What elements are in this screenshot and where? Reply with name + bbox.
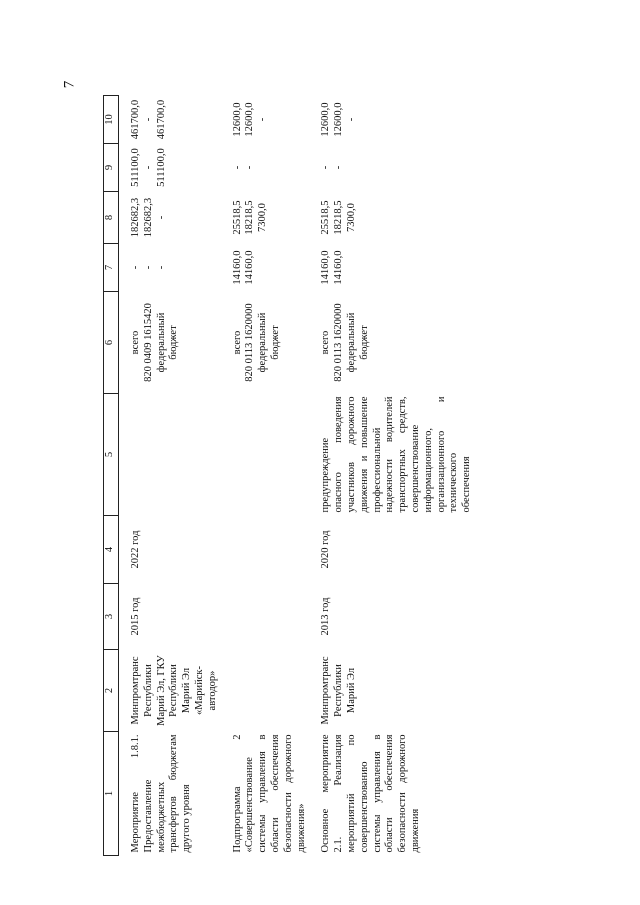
cell-activity: Мероприятие 1.8.1. Предоставление межбюд… (130, 734, 193, 853)
cell-end-year (231, 516, 310, 584)
cell-value-8: 25518,5 18218,5 7300,0 (320, 200, 357, 235)
column-header: 3 (103, 583, 119, 650)
column-header: 6 (103, 291, 119, 394)
column-header: 10 (103, 95, 119, 144)
cell-source: всего 820 0113 1620000 федеральный бюдже… (231, 303, 281, 382)
cell-executor: Минпромтранс Республики Марий Эл, ГКУ Ре… (130, 655, 218, 726)
cell-source: всего 820 0113 1620000 федеральный бюдже… (320, 303, 370, 382)
cell-result (129, 394, 221, 516)
table-row: Основное мероприятие 2.1. Реализация мер… (319, 96, 475, 856)
page-number: 7 (61, 80, 78, 89)
column-header: 8 (103, 191, 119, 244)
program-table: 1 2 3 4 5 6 7 8 9 10 Мероприятие 1.8.1. … (103, 95, 475, 856)
cell-value-10: 461700,0 - 461700,0 (130, 99, 167, 140)
cell-value-7: 14160,0 14160,0 (231, 250, 256, 285)
cell-executor (231, 650, 310, 732)
cell-value-7: 14160,0 14160,0 (320, 250, 345, 285)
cell-activity: Основное мероприятие 2.1. Реализация мер… (320, 734, 421, 853)
cell-result (231, 394, 310, 516)
cell-value-7: - - - (130, 265, 167, 270)
cell-start-year: 2013 год (320, 597, 332, 636)
table-row: Мероприятие 1.8.1. Предоставление межбюд… (129, 96, 221, 856)
cell-end-year: 2020 год (320, 530, 332, 569)
cell-value-9: 511100,0 - 511100,0 (130, 148, 167, 187)
cell-source: всего 820 0409 1615420 федеральный бюдже… (130, 303, 180, 382)
cell-end-year: 2022 год (130, 530, 141, 569)
cell-value-9: - - (320, 165, 345, 170)
cell-value-8: 182682,3 182682,3 - (130, 197, 167, 238)
document-page: 1 2 3 4 5 6 7 8 9 10 Мероприятие 1.8.1. … (103, 95, 543, 856)
column-header: 1 (103, 731, 119, 856)
column-header: 7 (103, 243, 119, 292)
column-header: 9 (103, 143, 119, 192)
cell-value-8: 25518,5 18218,5 7300,0 (231, 200, 269, 235)
column-header: 4 (103, 515, 119, 584)
header-row: 1 2 3 4 5 6 7 8 9 10 (103, 95, 119, 856)
column-header: 5 (103, 393, 119, 516)
cell-value-10: 12600,0 12600,0 - (231, 102, 269, 137)
cell-result: предупреждение опасного поведения участн… (320, 396, 473, 513)
cell-start-year: 2015 год (130, 597, 141, 636)
column-header: 2 (103, 649, 119, 732)
cell-activity: Подпрограмма 2 «Совершенствование систем… (231, 734, 307, 853)
cell-executor: Минпромтранс Республики Марий Эл (320, 656, 357, 725)
cell-start-year (231, 584, 310, 650)
table-row: Подпрограмма 2 «Совершенствование систем… (231, 96, 310, 856)
cell-value-9: - - (231, 165, 256, 170)
cell-value-10: 12600,0 12600,0 - (320, 102, 357, 137)
